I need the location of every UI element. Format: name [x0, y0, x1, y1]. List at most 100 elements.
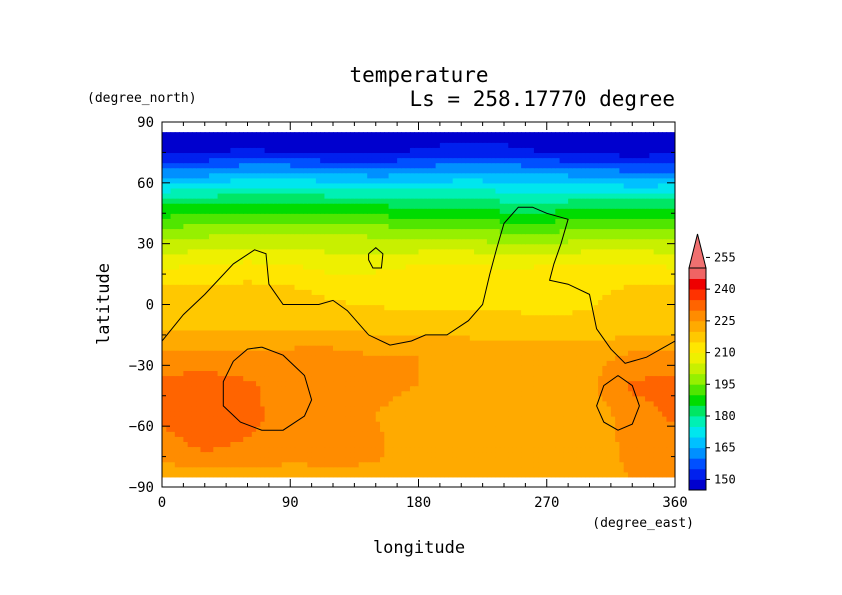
field-cell	[486, 410, 492, 417]
field-cell	[251, 319, 257, 326]
field-cell	[491, 431, 497, 437]
field-cell	[602, 304, 608, 311]
field-cell	[414, 395, 420, 402]
field-cell	[213, 405, 219, 412]
field-cell	[260, 329, 266, 336]
field-cell	[491, 441, 497, 448]
field-cell	[448, 451, 454, 458]
field-cell	[243, 410, 249, 417]
field-cell	[179, 390, 184, 397]
field-cell	[260, 385, 266, 392]
field-cell	[384, 471, 390, 478]
field-cell	[448, 400, 454, 407]
field-cell	[217, 471, 223, 478]
field-cell	[662, 274, 668, 280]
field-cell	[187, 380, 193, 387]
field-cell	[580, 400, 586, 407]
field-cell	[183, 461, 189, 468]
field-cell	[388, 269, 394, 275]
field-cell	[307, 375, 313, 382]
field-cell	[444, 375, 450, 382]
field-cell	[345, 284, 351, 290]
field-cell	[559, 314, 565, 321]
field-cell	[469, 319, 475, 326]
field-cell	[585, 421, 591, 427]
field-cell	[563, 390, 569, 397]
field-cell	[576, 314, 582, 321]
field-cell	[358, 365, 364, 371]
field-cell	[345, 385, 351, 392]
field-cell	[375, 263, 381, 270]
field-cell	[589, 436, 595, 442]
field-cell	[409, 279, 415, 285]
field-cell	[384, 345, 390, 351]
field-cell	[521, 400, 526, 407]
field-cell	[418, 426, 424, 432]
field-cell	[341, 263, 347, 270]
field-cell	[632, 405, 638, 412]
field-cell	[217, 426, 223, 432]
field-cell	[238, 294, 244, 301]
field-cell	[281, 304, 287, 311]
field-cell	[162, 380, 167, 387]
field-cell	[653, 471, 659, 478]
field-cell	[495, 314, 501, 321]
field-cell	[555, 395, 561, 402]
field-cell	[345, 441, 351, 448]
field-cell	[533, 350, 539, 356]
field-cell	[627, 456, 633, 463]
field-cell	[593, 289, 599, 295]
field-cell	[371, 360, 377, 366]
field-cell	[444, 355, 450, 361]
field-cell	[495, 400, 501, 407]
field-cell	[285, 416, 291, 422]
field-cell	[602, 365, 608, 371]
field-cell	[268, 421, 274, 427]
field-cell	[324, 263, 330, 270]
field-cell	[568, 451, 574, 458]
field-cell	[533, 426, 539, 432]
field-cell	[521, 355, 526, 361]
field-cell	[307, 426, 313, 432]
field-cell	[456, 380, 462, 387]
field-cell	[529, 345, 535, 351]
field-cell	[610, 446, 616, 453]
field-cell	[409, 405, 415, 412]
field-cell	[546, 410, 552, 417]
field-cell	[268, 451, 274, 458]
field-cell	[264, 416, 270, 422]
field-cell	[555, 314, 561, 321]
field-cell	[337, 304, 343, 311]
field-cell	[627, 274, 633, 280]
field-cell	[499, 294, 505, 301]
field-cell	[529, 471, 535, 478]
field-cell	[273, 431, 279, 437]
field-cell	[653, 405, 659, 412]
field-cell	[311, 365, 317, 371]
field-cell	[546, 446, 552, 453]
field-cell	[285, 390, 291, 397]
field-cell	[572, 436, 578, 442]
field-cell	[456, 400, 462, 407]
field-cell	[256, 339, 261, 346]
field-cell	[427, 289, 432, 295]
field-cell	[593, 421, 599, 427]
field-cell	[311, 334, 317, 341]
field-cell	[482, 304, 488, 311]
field-cell	[657, 289, 663, 295]
field-cell	[521, 299, 526, 306]
field-cell	[512, 456, 518, 463]
field-cell	[525, 405, 531, 412]
field-cell	[162, 329, 167, 336]
field-cell	[521, 304, 526, 311]
field-cell	[187, 314, 193, 321]
field-cell	[392, 385, 398, 392]
field-cell	[183, 365, 189, 371]
field-cell	[277, 446, 283, 453]
field-cell	[598, 274, 603, 280]
field-cell	[209, 299, 214, 306]
field-cell	[542, 375, 548, 382]
field-cell	[277, 395, 283, 402]
field-cell	[662, 360, 668, 366]
field-cell	[191, 471, 197, 478]
